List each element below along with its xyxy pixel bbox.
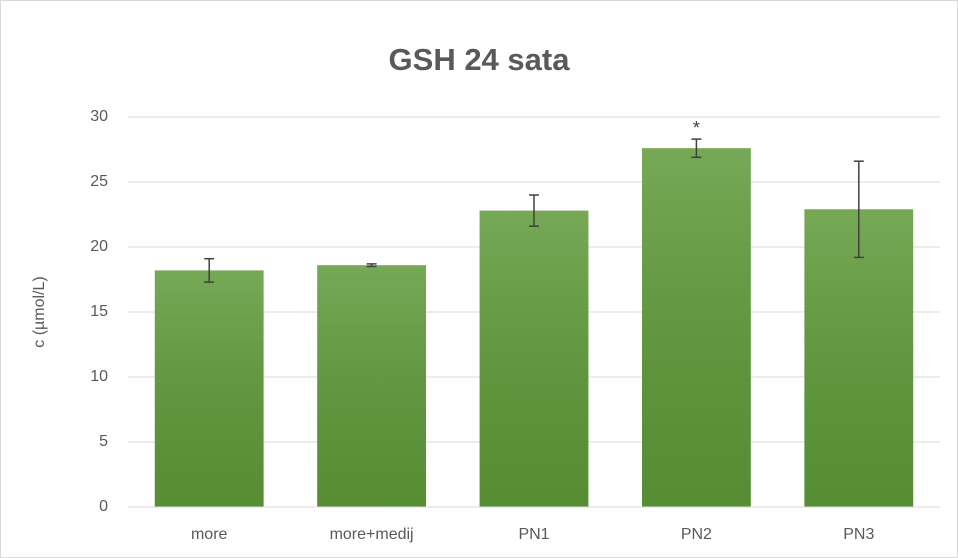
bar-shade	[804, 209, 914, 508]
y-tick-label: 20	[90, 238, 108, 255]
y-axis-label: c (µmol/L)	[31, 276, 48, 347]
error-bar	[366, 263, 377, 268]
error-bar	[691, 138, 702, 159]
x-tick-label: more+medij	[330, 526, 414, 543]
annotation: *	[693, 118, 700, 138]
error-bar	[204, 257, 215, 283]
y-tick-label: 25	[90, 173, 108, 190]
bar-shade	[154, 270, 264, 507]
y-tick-label: 30	[90, 108, 108, 125]
y-tick-label: 0	[99, 498, 108, 515]
chart-title: GSH 24 sata	[389, 42, 571, 77]
x-tick-label: PN3	[843, 526, 874, 543]
error-bar	[853, 160, 864, 259]
bar-shade	[479, 210, 589, 507]
x-tick-label: PN2	[681, 526, 712, 543]
x-tick-label: more	[191, 526, 228, 543]
y-tick-label: 5	[99, 433, 108, 450]
bar-shade	[641, 148, 751, 507]
x-tick-label: PN1	[518, 526, 549, 543]
y-tick-label: 10	[90, 368, 108, 385]
bar-shade	[317, 265, 427, 507]
error-bar	[529, 194, 539, 227]
y-tick-label: 15	[90, 303, 108, 320]
